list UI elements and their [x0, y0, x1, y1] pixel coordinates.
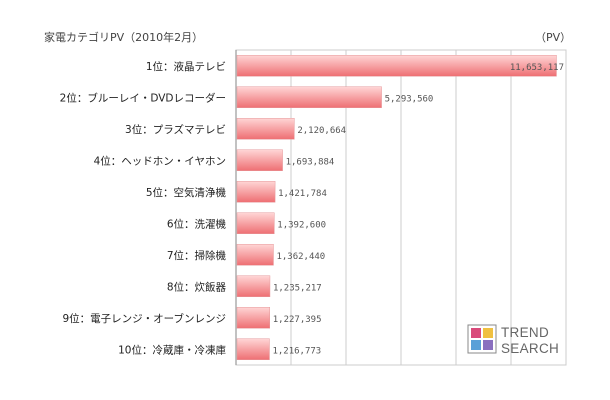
- category-label: 9位：電子レンジ・オーブンレンジ: [62, 312, 226, 325]
- value-label: 1,227,395: [273, 315, 322, 325]
- bar-9: [236, 307, 271, 329]
- category-label: 2位：ブルーレイ・DVDレコーダー: [60, 91, 226, 104]
- bar-5: [236, 181, 276, 203]
- bar-1: [236, 55, 557, 77]
- value-label: 1,362,440: [276, 252, 325, 262]
- bar-4: [236, 149, 283, 171]
- category-label: 1位：液晶テレビ: [146, 60, 226, 73]
- category-label: 10位：冷蔵庫・冷凍庫: [118, 343, 226, 356]
- bar-3: [236, 118, 295, 140]
- category-label: 8位：炊飯器: [167, 280, 227, 293]
- grid-lines: [235, 49, 567, 366]
- unit-label: （PV）: [535, 31, 572, 44]
- category-label: 6位：洗濯機: [167, 217, 227, 230]
- bar-6: [236, 212, 275, 234]
- bars: [236, 55, 557, 360]
- value-label: 1,421,784: [278, 189, 327, 199]
- category-label: 7位：掃除機: [167, 249, 227, 262]
- bar-2: [236, 86, 382, 108]
- value-label: 1,235,217: [273, 283, 322, 293]
- value-label: 1,216,773: [272, 346, 321, 356]
- labels: 1位：液晶テレビ 11,653,117 2位：ブルーレイ・DVDレコーダー 5,293…: [60, 60, 564, 357]
- category-label: 3位：プラズマテレビ: [125, 123, 226, 136]
- trend-search-logo-icon: [467, 324, 497, 354]
- value-label: 5,293,560: [385, 94, 434, 104]
- trend-search-logo: TREND SEARCH: [467, 322, 567, 362]
- category-label: 5位：空気清浄機: [146, 186, 227, 199]
- category-label: 4位：ヘッドホン・イヤホン: [94, 154, 226, 167]
- value-label: 1,693,884: [286, 157, 335, 167]
- bar-10: [236, 338, 270, 360]
- bar-7: [236, 244, 274, 266]
- bar-8: [236, 275, 271, 297]
- logo-text-line2: SEARCH: [501, 341, 560, 356]
- logo-text-line1: TREND: [501, 325, 549, 340]
- chart-title: 家電カテゴリPV（2010年2月）: [44, 31, 204, 44]
- value-label: 2,120,664: [297, 126, 346, 136]
- value-label: 11,653,117: [510, 63, 564, 73]
- value-label: 1,392,600: [277, 220, 326, 230]
